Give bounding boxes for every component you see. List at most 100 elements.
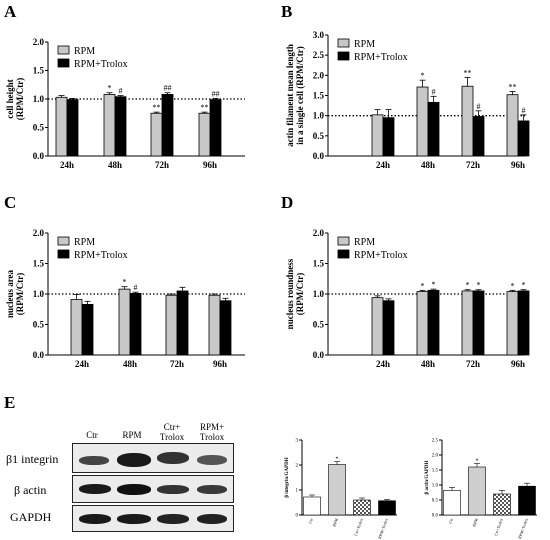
blot-strip-b1-integrin bbox=[72, 443, 234, 473]
d-x-tick-label: 96h bbox=[511, 359, 525, 369]
e1-y-axis-label: β integrin/GAPDH bbox=[285, 457, 290, 497]
b-bar-rpm bbox=[461, 85, 474, 157]
c-y-tick-label: 1.0 bbox=[33, 289, 45, 299]
d-legend-swatch-rpm bbox=[337, 236, 350, 246]
a-legend-label-rpm: RPM bbox=[74, 46, 95, 57]
d-bar-rpm bbox=[506, 291, 519, 356]
a-bar-trolox bbox=[66, 99, 79, 157]
e2-y-tick-label: 2.5 bbox=[432, 439, 439, 444]
a-x-tick-label: 24h bbox=[60, 160, 74, 170]
e1-bar bbox=[378, 500, 396, 516]
c-significance-mark: # bbox=[134, 283, 138, 292]
b-legend-swatch-rpm bbox=[337, 38, 350, 48]
c-x-tick-label: 48h bbox=[123, 359, 137, 369]
blot-band bbox=[117, 484, 151, 495]
a-y-tick-label: 0.0 bbox=[33, 151, 45, 161]
b-significance-mark: * bbox=[421, 71, 425, 80]
blot-band bbox=[79, 456, 109, 465]
e2-x-tick-label: RPM bbox=[471, 517, 479, 527]
b-significance-mark: ** bbox=[509, 82, 517, 91]
b-bar-rpm bbox=[506, 94, 519, 157]
d-y-axis-label-line2: (RPM/Ctr) bbox=[295, 273, 305, 315]
blot-band bbox=[79, 514, 111, 524]
a-x-tick-label: 48h bbox=[108, 160, 122, 170]
e1-y-tick-label: 2 bbox=[296, 464, 299, 469]
c-y-tick-label: 2.0 bbox=[33, 228, 45, 238]
e1-y-tick-label: 1 bbox=[296, 489, 299, 494]
c-bar-rpm bbox=[118, 288, 131, 356]
e2-bar bbox=[493, 493, 511, 516]
a-bar-trolox bbox=[209, 99, 222, 157]
e2-x-tick-label: RPM+Trolox bbox=[517, 518, 529, 540]
blot-band bbox=[79, 484, 111, 494]
panel-letter-b: B bbox=[281, 2, 293, 21]
b-y-tick-label: 1.0 bbox=[313, 111, 325, 121]
e2-bar bbox=[518, 485, 536, 516]
b-significance-mark: # bbox=[522, 106, 526, 115]
c-legend-swatch-trolox bbox=[57, 249, 70, 259]
blot-band bbox=[117, 453, 151, 467]
blot-band bbox=[197, 455, 227, 465]
lane-label-ctr-trolox: Ctr+ Trolox bbox=[159, 422, 185, 442]
blot-band bbox=[117, 514, 151, 524]
a-y-tick-label: 1.0 bbox=[33, 94, 45, 104]
d-significance-mark: * bbox=[432, 280, 436, 289]
d-significance-mark: * bbox=[477, 281, 481, 290]
b-bar-trolox bbox=[427, 101, 440, 157]
b-x-tick-label: 48h bbox=[421, 160, 435, 170]
b-bar-rpm bbox=[371, 114, 384, 157]
b-x-tick-label: 24h bbox=[376, 160, 390, 170]
d-significance-mark: * bbox=[522, 281, 526, 290]
c-significance-mark: * bbox=[123, 278, 127, 287]
c-bar-rpm bbox=[165, 294, 178, 356]
b-legend-swatch-trolox bbox=[337, 51, 350, 61]
b-y-tick-label: 0.5 bbox=[313, 131, 325, 141]
a-x-tick-label: 96h bbox=[203, 160, 217, 170]
e2-y-axis-label: β actin/GAPDH bbox=[425, 460, 430, 494]
a-significance-mark: ## bbox=[212, 89, 220, 98]
e1-x-tick-label: Ctr+Trolox bbox=[353, 518, 364, 537]
lane-label-ctr: Ctr bbox=[86, 430, 98, 440]
c-bar-trolox bbox=[219, 300, 232, 356]
e1-bar bbox=[328, 464, 346, 516]
a-bar-trolox bbox=[114, 96, 127, 157]
b-legend-label-trolox: RPM+Trolox bbox=[354, 52, 408, 63]
blot-band bbox=[157, 514, 189, 524]
a-bar-rpm bbox=[198, 112, 211, 157]
b-x-tick-label: 72h bbox=[466, 160, 480, 170]
b-y-tick-label: 2.0 bbox=[313, 70, 325, 80]
blot-band bbox=[197, 514, 227, 524]
c-bar-rpm bbox=[208, 294, 221, 356]
c-bar-trolox bbox=[176, 290, 189, 356]
e2-bar bbox=[468, 466, 486, 516]
b-significance-mark: ** bbox=[464, 68, 472, 77]
c-legend-label-trolox: RPM+Trolox bbox=[74, 250, 128, 261]
e1-bar bbox=[303, 496, 321, 516]
a-significance-mark: ** bbox=[201, 103, 209, 112]
b-significance-mark: # bbox=[477, 102, 481, 111]
blot-row-label-gapdh: GAPDH bbox=[10, 510, 52, 524]
lane-label-rpm: RPM bbox=[122, 430, 142, 440]
d-legend-label-trolox: RPM+Trolox bbox=[354, 250, 408, 261]
a-bar-trolox bbox=[161, 94, 174, 157]
a-significance-mark: # bbox=[119, 87, 123, 96]
d-significance-mark: * bbox=[466, 281, 470, 290]
c-bar-trolox bbox=[81, 303, 94, 356]
d-y-tick-label: 1.5 bbox=[313, 259, 325, 269]
blot-band bbox=[157, 452, 189, 464]
b-x-tick-label: 96h bbox=[511, 160, 525, 170]
d-bar-trolox bbox=[427, 289, 440, 356]
a-x-tick-label: 72h bbox=[155, 160, 169, 170]
blot-band bbox=[197, 485, 227, 494]
c-y-axis-label-line2: (RPM/Ctr) bbox=[15, 273, 25, 315]
d-x-tick-label: 48h bbox=[421, 359, 435, 369]
c-x-tick-label: 96h bbox=[213, 359, 227, 369]
d-y-tick-label: 0.5 bbox=[313, 320, 325, 330]
a-y-axis-label-line1: cell height bbox=[5, 79, 15, 118]
d-legend-swatch-trolox bbox=[337, 249, 350, 259]
b-y-tick-label: 1.5 bbox=[313, 91, 325, 101]
b-y-tick-label: 0.0 bbox=[313, 151, 325, 161]
b-y-axis-label-line2: in a single cell (RPM/Ctr) bbox=[295, 46, 305, 144]
e1-bar bbox=[353, 499, 371, 516]
d-significance-mark: * bbox=[511, 281, 515, 290]
